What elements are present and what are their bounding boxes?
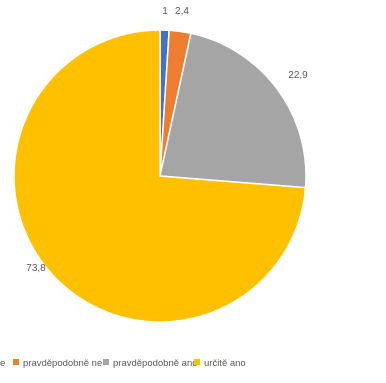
- legend-swatch-2: [13, 359, 19, 365]
- data-label-4: 73,8: [26, 263, 46, 274]
- pie-slice-3: [159, 32, 307, 189]
- legend-label-2: pravděpodobně ne: [23, 358, 102, 369]
- legend-swatch-4: [194, 359, 200, 365]
- pie-slices: [13, 29, 307, 323]
- pie-slice-4: [13, 29, 307, 323]
- data-labels: 1 2,4 22,9 73,8: [26, 6, 308, 274]
- data-label-3: 22,9: [288, 70, 308, 81]
- legend-label-1: e: [0, 358, 5, 369]
- legend-swatch-3: [103, 359, 109, 365]
- data-label-2: 2,4: [175, 6, 189, 17]
- legend-label-4: určitě ano: [204, 358, 246, 369]
- legend-label-3: pravděpodobně ano: [113, 358, 198, 369]
- legend: e pravděpodobně ne pravděpodobně ano určitě…: [0, 358, 246, 369]
- data-label-1: 1: [162, 6, 168, 17]
